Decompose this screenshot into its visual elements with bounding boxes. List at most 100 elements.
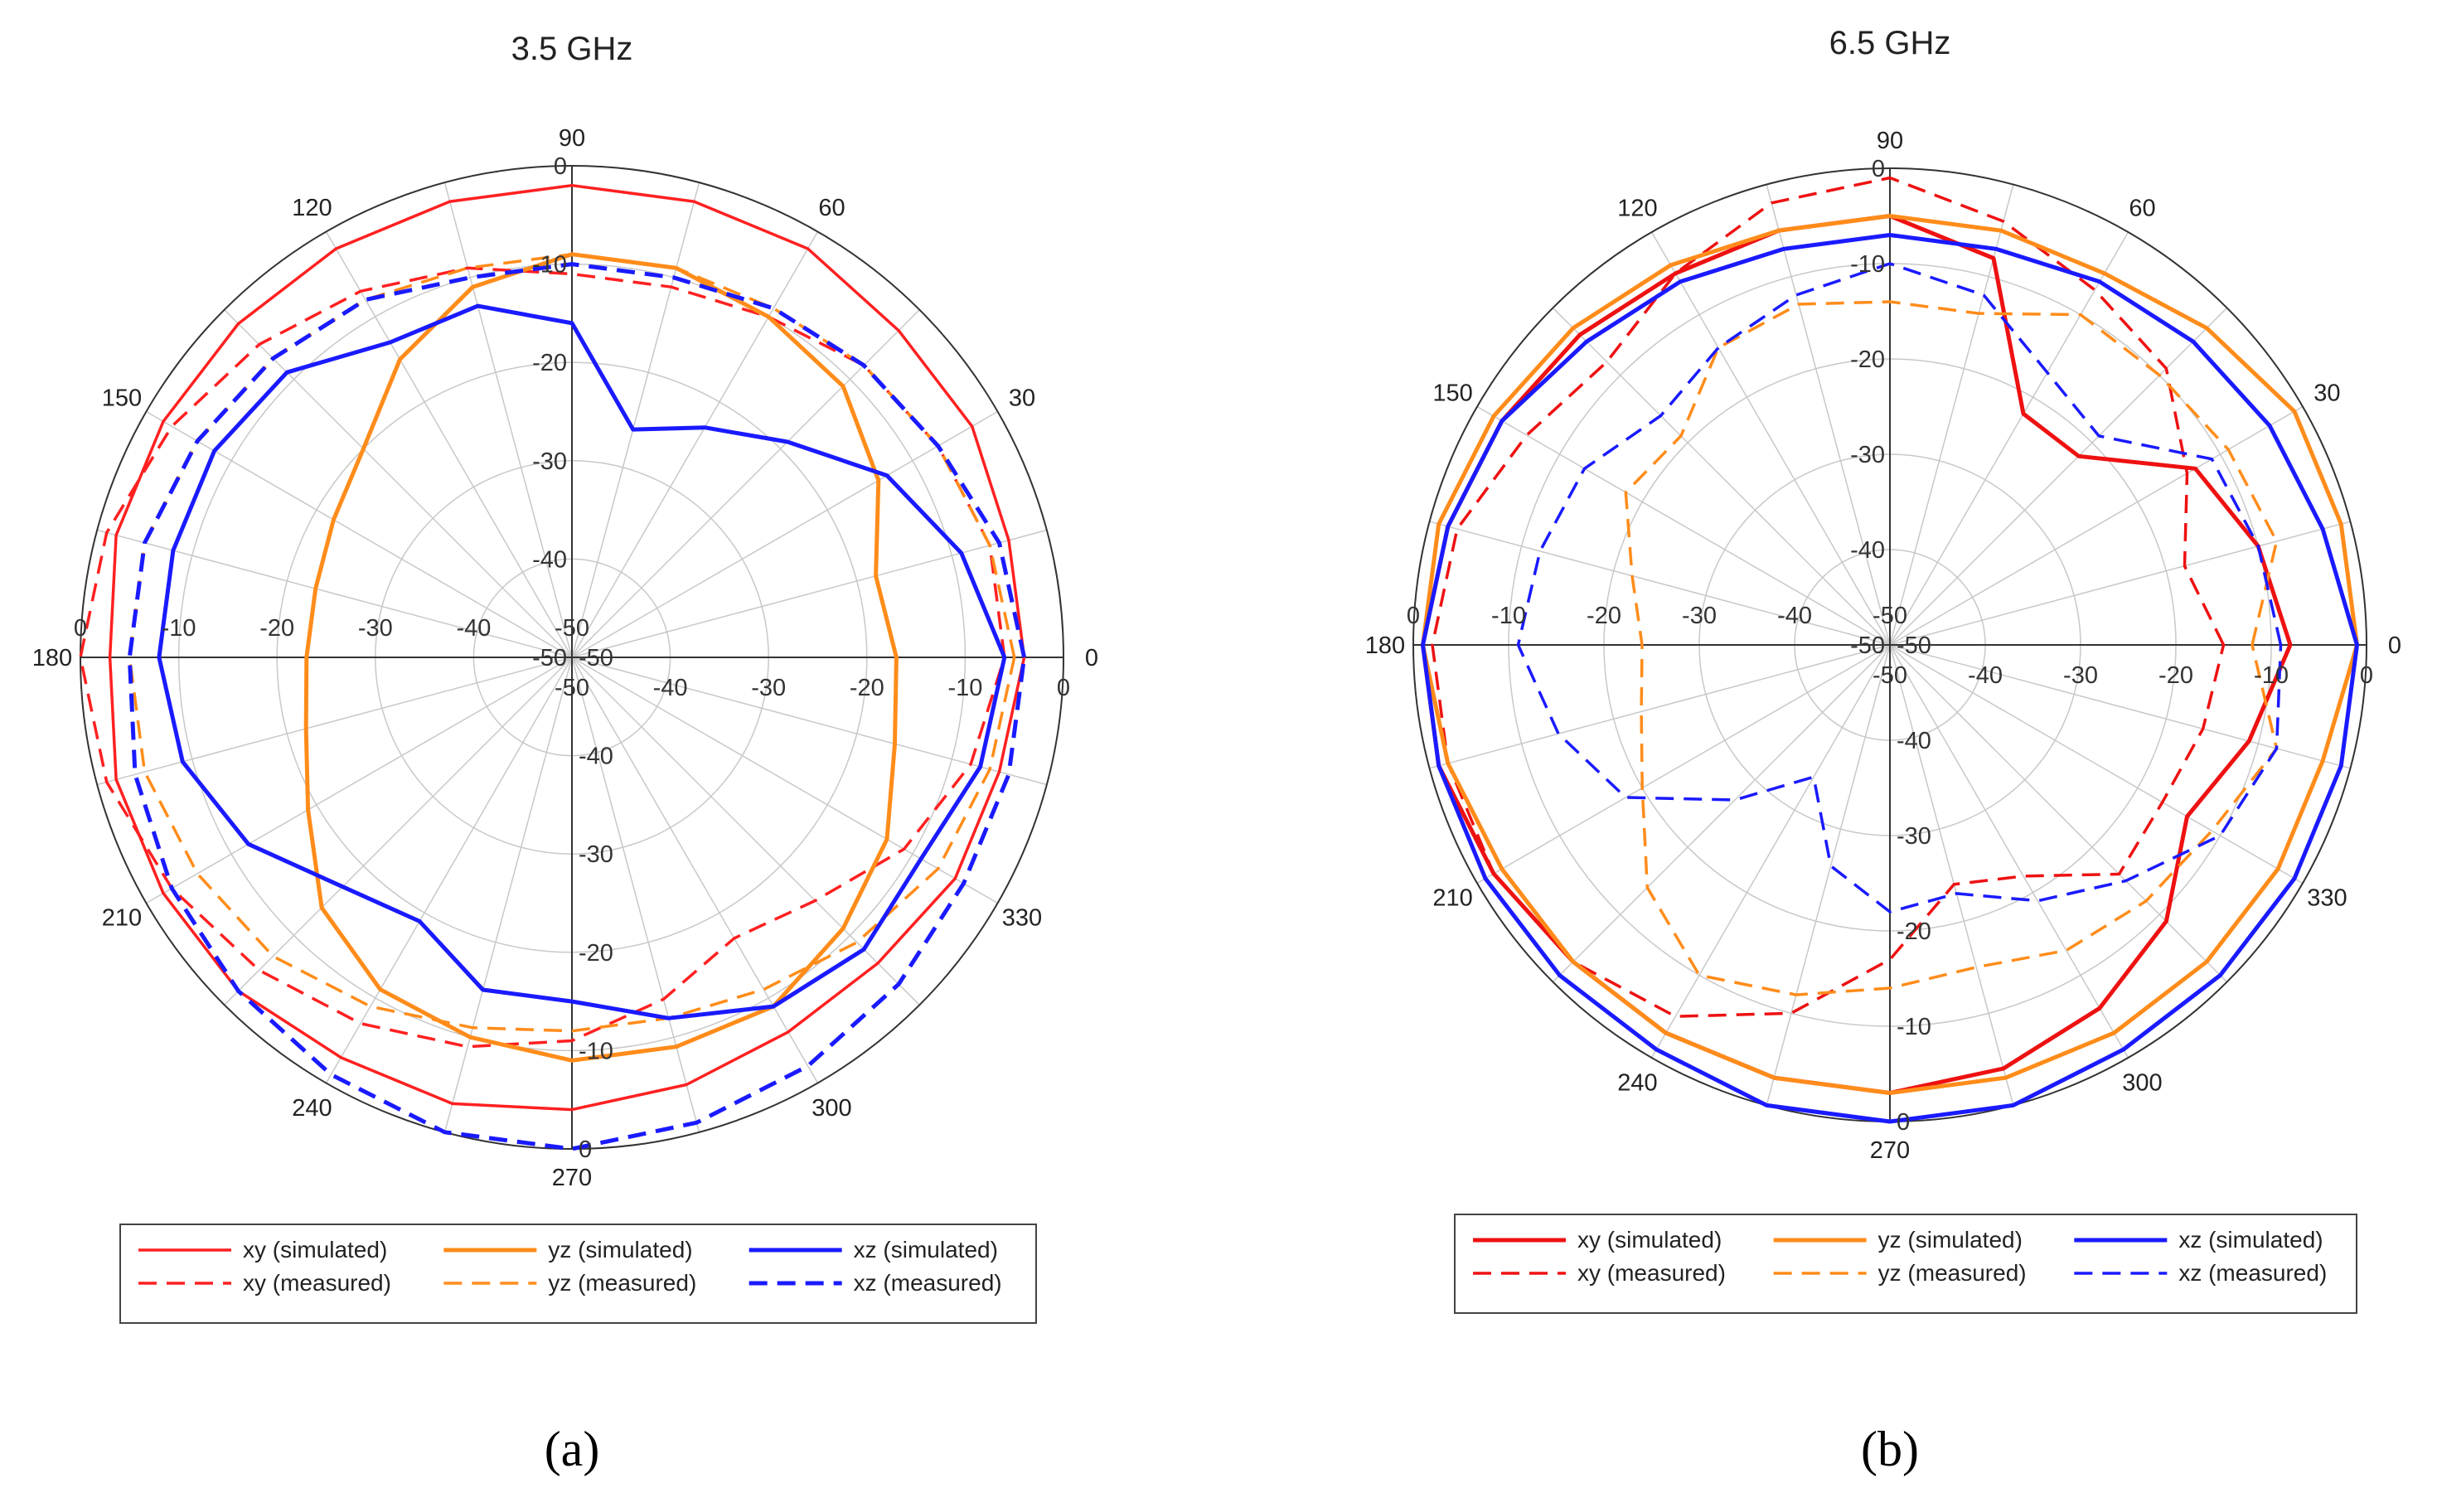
legend-entry-yz-measured: yz (measured) [548, 1270, 696, 1296]
radial-tick-label: -50 [532, 645, 567, 671]
radial-tick-label: -20 [1897, 918, 1931, 945]
chart-panel-a: 3.5 GHz 03060901201501802102402703003300… [32, 31, 1098, 1476]
grid-spoke [1889, 521, 2351, 646]
grid-spoke [146, 410, 573, 658]
radial-tick-label: -50 [1873, 603, 1907, 629]
radial-tick-label: 0 [2360, 662, 2373, 689]
grid-spoke [571, 657, 819, 1083]
angle-tick-label: 180 [32, 645, 72, 671]
series-group-a [79, 183, 1027, 1151]
grid-spoke [1889, 644, 2351, 769]
angle-tick-label: 30 [2313, 380, 2340, 407]
polar-grid-a [80, 165, 1064, 1150]
radial-tick-label: -40 [532, 546, 567, 573]
grid-spoke [1889, 644, 2304, 884]
grid-spoke [325, 231, 573, 658]
angle-tick-label: 30 [1009, 385, 1035, 412]
radial-tick-label: -50 [579, 645, 613, 671]
grid-spoke [571, 657, 998, 904]
angle-tick-label: 60 [2129, 196, 2155, 222]
grid-spoke [571, 309, 920, 658]
series-line-xz-measured [1516, 262, 2283, 914]
legend-box [119, 1224, 1037, 1324]
legend-entry-xy-measured: xy (measured) [1577, 1260, 1726, 1286]
radial-tick-label: -20 [1587, 603, 1621, 629]
chart-title-a: 3.5 GHz [511, 31, 633, 67]
radial-tick-label: -20 [2158, 662, 2193, 689]
angle-tick-label: 270 [1870, 1137, 1910, 1164]
series-line-yz-measured [1624, 300, 2279, 996]
legend-entry-yz-measured: yz (measured) [1878, 1260, 2027, 1286]
grid-spoke [571, 657, 920, 1006]
radial-tick-label: -40 [1897, 728, 1931, 754]
grid-spoke [1476, 644, 1891, 884]
angle-tick-label: 210 [1432, 885, 1472, 912]
radial-tick-label: -40 [1850, 537, 1885, 564]
grid-spoke [325, 657, 573, 1083]
grid-spoke [224, 657, 573, 1006]
grid-spoke [443, 657, 573, 1132]
radial-tick-label: -50 [1850, 632, 1885, 659]
grid-spoke [1889, 405, 2304, 646]
radial-tick-label: -10 [2254, 662, 2289, 689]
radial-tick-label: -30 [532, 448, 567, 475]
angle-tick-label: 60 [818, 195, 845, 221]
grid-spoke [97, 529, 573, 658]
grid-spoke [1889, 644, 2014, 1106]
legend-entry-yz-simulated: yz (simulated) [1878, 1227, 2023, 1253]
angle-tick-label: 90 [559, 125, 585, 152]
radial-tick-label: 0 [1897, 1109, 1910, 1136]
radial-tick-label: -30 [751, 675, 786, 701]
radial-tick-label: -10 [579, 1038, 613, 1064]
radial-tick-label: -30 [579, 841, 613, 868]
legend-entry-xz-simulated: xz (simulated) [854, 1237, 998, 1262]
panel-label-b: (b) [1861, 1422, 1919, 1476]
grid-spoke [571, 410, 998, 658]
radial-tick-label: -50 [1873, 662, 1907, 689]
radial-tick-label: -40 [579, 744, 613, 770]
radial-tick-label: -50 [555, 675, 589, 701]
legend-entry-xz-measured: xz (measured) [854, 1270, 1002, 1296]
grid-spoke [571, 657, 700, 1132]
radial-tick-label: -30 [1682, 603, 1717, 629]
grid-spoke [1650, 231, 1891, 646]
series-group-b [1421, 176, 2359, 1124]
radial-tick-label: -30 [358, 615, 393, 642]
radial-tick-label: 0 [554, 153, 567, 180]
polar-grid-b [1412, 167, 2367, 1122]
grid-spoke [1889, 184, 2014, 646]
legend-b: xy (simulated) xy (measured) yz (simulated… [1454, 1214, 2357, 1314]
angle-tick-label: 90 [1877, 128, 1903, 154]
radial-tick-label: -10 [1897, 1014, 1931, 1040]
angle-tick-label: 210 [102, 905, 142, 932]
radial-tick-label: -50 [555, 615, 589, 642]
radial-tick-label: 0 [74, 615, 87, 642]
grid-spoke [1650, 644, 1891, 1059]
grid-spoke [571, 657, 1047, 786]
angle-tick-label: 150 [102, 385, 142, 412]
legend-entry-xy-simulated: xy (simulated) [1577, 1227, 1722, 1253]
radial-tick-label: -20 [850, 675, 884, 701]
legend-entry-xy-simulated: xy (simulated) [243, 1237, 387, 1262]
panel-label-a: (a) [545, 1422, 600, 1476]
grid-spoke [224, 309, 573, 658]
grid-spoke [443, 182, 573, 658]
chart-panel-b: 6.5 GHz 03060901201501802102402703003300… [1365, 25, 2401, 1476]
angle-tick-label: 270 [552, 1165, 592, 1191]
series-line-xy-measured [1431, 176, 2226, 1018]
radial-tick-label: -30 [2063, 662, 2098, 689]
legend-a: xy (simulated) xy (measured) yz (simulated… [119, 1224, 1037, 1324]
grid-spoke [571, 231, 819, 658]
radial-tick-label: -10 [532, 252, 567, 279]
grid-spoke [1552, 307, 1891, 646]
legend-entry-yz-simulated: yz (simulated) [548, 1237, 692, 1262]
axis-labels-a: 0 30 60 90 120 150 180 210 240 270 300 330 0 -10 -20 -3… [32, 125, 1098, 1191]
series-line-xz-simulated [1421, 233, 2359, 1124]
grid-spoke [146, 657, 573, 904]
grid-spoke [1889, 231, 2129, 646]
radial-tick-label: -40 [1968, 662, 2003, 689]
grid-spoke [1766, 184, 1891, 646]
angle-tick-label: 300 [2122, 1069, 2162, 1096]
series-line-xy-simulated [108, 183, 1026, 1112]
